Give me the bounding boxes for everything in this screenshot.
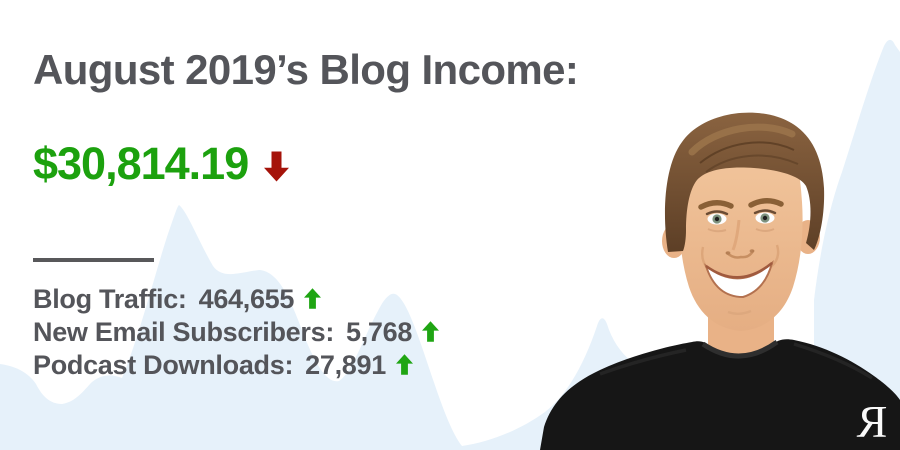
portrait-photo: R bbox=[540, 112, 900, 450]
stat-row-blog-traffic: Blog Traffic: 464,655 bbox=[33, 283, 439, 316]
page-title: August 2019’s Blog Income: bbox=[33, 46, 579, 93]
face bbox=[679, 127, 803, 331]
t-shirt bbox=[540, 339, 900, 450]
green-up-arrow-icon bbox=[304, 288, 322, 309]
divider-line bbox=[33, 258, 154, 262]
stat-value: 464,655 bbox=[198, 284, 295, 314]
stat-row-podcast-downloads: Podcast Downloads: 27,891 bbox=[33, 349, 439, 382]
green-up-arrow-icon bbox=[395, 354, 413, 375]
stat-row-email-subscribers: New Email Subscribers: 5,768 bbox=[33, 316, 440, 349]
brand-logo-letter: R bbox=[856, 396, 887, 447]
stat-label: Blog Traffic: bbox=[33, 284, 187, 314]
stat-value: 5,768 bbox=[346, 317, 413, 347]
hair bbox=[664, 112, 825, 252]
stats-list: Blog Traffic: 464,655 New Email Subscrib… bbox=[33, 283, 440, 382]
income-amount: $30,814.19 bbox=[33, 138, 249, 189]
stat-value: 27,891 bbox=[305, 350, 386, 380]
wave-right-mountain bbox=[814, 39, 900, 450]
income-row: $30,814.19 bbox=[33, 138, 290, 189]
green-up-arrow-icon bbox=[422, 321, 440, 342]
brand-logo: R bbox=[856, 396, 887, 447]
face-features bbox=[698, 198, 784, 315]
red-down-arrow-icon bbox=[264, 151, 290, 182]
stat-label: New Email Subscribers: bbox=[33, 317, 335, 347]
stat-label: Podcast Downloads: bbox=[33, 350, 294, 380]
